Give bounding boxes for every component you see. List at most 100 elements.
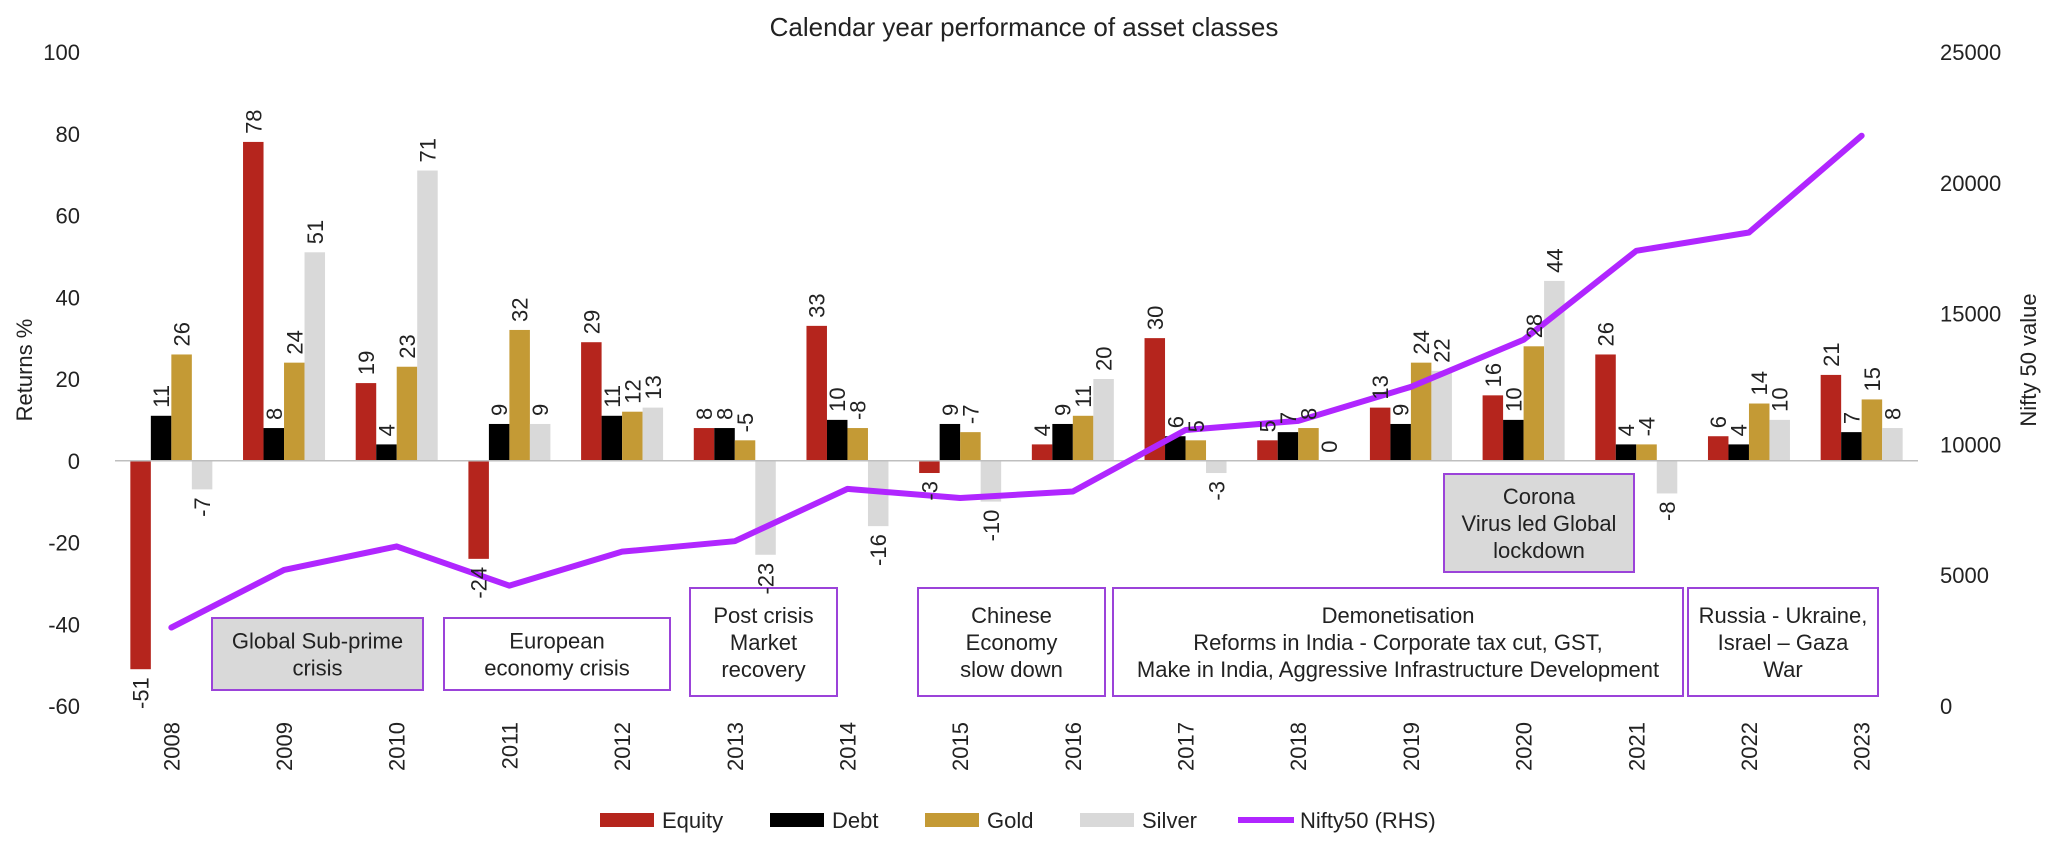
equity-bar: [468, 460, 489, 559]
silver-bar: [1769, 419, 1790, 461]
gold-data-label: 12: [620, 379, 645, 403]
annotation-text: Market: [730, 630, 797, 655]
annotation-box: [1687, 587, 1879, 697]
debt-bar: [263, 428, 285, 461]
annotation-text: Israel – Gaza: [1718, 630, 1850, 655]
annotation-text: Corona: [1503, 484, 1576, 509]
debt-data-label: 6: [1163, 416, 1188, 428]
gold-bar: [622, 411, 643, 461]
equity-data-label: -3: [917, 481, 942, 501]
debt-data-label: 4: [374, 424, 399, 436]
silver-data-label: 71: [415, 138, 440, 162]
y-tick-label: -20: [48, 531, 80, 556]
gold-data-label: 28: [1522, 314, 1547, 338]
annotation-text: Global Sub-prime: [232, 629, 403, 654]
x-tick-label: 2016: [1061, 722, 1086, 771]
equity-data-label: 29: [579, 310, 604, 334]
gold-bar: [509, 329, 530, 461]
legend-item: Debt: [770, 808, 878, 833]
annotation-box: [211, 617, 424, 691]
x-tick-label: 2011: [497, 722, 522, 769]
equity-data-label: 33: [805, 293, 830, 317]
legend-label: Gold: [987, 808, 1033, 833]
legend-label: Debt: [832, 808, 878, 833]
gold-bar: [1298, 428, 1319, 461]
annotation-text: economy crisis: [484, 656, 629, 681]
silver-bar: [1544, 280, 1565, 461]
y-tick-label: -40: [48, 612, 80, 637]
gold-bar: [1636, 444, 1657, 461]
equity-bar: [581, 342, 602, 461]
debt-data-label: 9: [1389, 404, 1414, 416]
equity-bar: [130, 460, 151, 670]
y2-tick-label: 10000: [1940, 432, 2001, 457]
debt-data-label: 4: [1727, 424, 1752, 436]
x-tick-label: 2008: [159, 722, 184, 771]
y2-tick-label: 5000: [1940, 563, 1989, 588]
y2-tick-label: 0: [1940, 694, 1952, 719]
y-tick-label: 80: [56, 122, 80, 147]
silver-bar: [980, 460, 1002, 502]
silver-data-label: -8: [1655, 501, 1680, 521]
x-tick-label: 2022: [1737, 722, 1762, 771]
equity-bar: [1482, 395, 1504, 461]
debt-data-label: 9: [1051, 404, 1076, 416]
gold-bar: [1185, 440, 1207, 461]
annotation-box: [689, 587, 838, 697]
legend-swatch: [1080, 813, 1134, 827]
debt-bar: [1728, 444, 1749, 461]
annotation-box: [917, 587, 1106, 697]
silver-data-label: 44: [1542, 248, 1567, 272]
debt-bar: [939, 423, 961, 461]
debt-bar: [1615, 444, 1637, 461]
debt-bar: [1841, 432, 1862, 461]
y2-tick-label: 15000: [1940, 302, 2001, 327]
equity-bar: [1144, 338, 1166, 461]
annotation-box: [1443, 473, 1635, 573]
x-tick-label: 2012: [610, 722, 635, 771]
legend-label: Nifty50 (RHS): [1300, 808, 1436, 833]
y-axis-label: Returns %: [12, 319, 37, 422]
debt-data-label: 10: [1501, 387, 1526, 411]
debt-data-label: 8: [713, 408, 738, 420]
annotation-text: Chinese: [971, 603, 1052, 628]
silver-bar: [755, 460, 776, 555]
x-tick-label: 2021: [1624, 722, 1649, 771]
silver-bar: [1882, 428, 1903, 461]
equity-data-label: -51: [129, 677, 154, 709]
equity-bar: [1707, 436, 1729, 461]
debt-data-label: 7: [1276, 412, 1301, 424]
gold-data-label: 32: [508, 297, 533, 321]
debt-bar: [714, 428, 735, 461]
silver-bar: [304, 252, 326, 461]
debt-bar: [826, 419, 848, 461]
data-labels: -517819-2429833-343051316266211184911810…: [129, 109, 1906, 709]
x-tick-label: 2009: [272, 722, 297, 771]
x-tick-label: 2015: [948, 722, 973, 771]
debt-data-label: 4: [1614, 424, 1639, 436]
gold-data-label: 24: [1409, 330, 1434, 354]
equity-data-label: 78: [241, 109, 266, 133]
equity-data-label: 8: [692, 408, 717, 420]
x-tick-label: 2017: [1174, 722, 1199, 771]
silver-data-label: 20: [1092, 347, 1117, 371]
x-tick-label: 2018: [1286, 722, 1311, 771]
gold-bar: [1748, 403, 1770, 461]
annotation-text: slow down: [960, 657, 1063, 682]
silver-bar: [529, 423, 551, 461]
x-tick-label: 2013: [723, 722, 748, 771]
y2-axis-ticks: 25000 20000 15000 10000 5000 0: [1940, 40, 2001, 719]
equity-data-label: 19: [354, 351, 379, 375]
x-tick-label: 2020: [1512, 722, 1537, 771]
silver-bar: [1206, 460, 1227, 474]
debt-bar: [1390, 423, 1411, 461]
silver-bar: [1656, 460, 1678, 494]
annotation-text: Virus led Global: [1462, 511, 1617, 536]
chart-title: Calendar year performance of asset class…: [770, 12, 1279, 42]
gold-data-label: 23: [395, 334, 420, 358]
debt-data-label: 9: [938, 404, 963, 416]
silver-data-label: 8: [1880, 408, 1905, 420]
silver-data-label: 10: [1768, 387, 1793, 411]
annotation-box: [1112, 587, 1684, 697]
